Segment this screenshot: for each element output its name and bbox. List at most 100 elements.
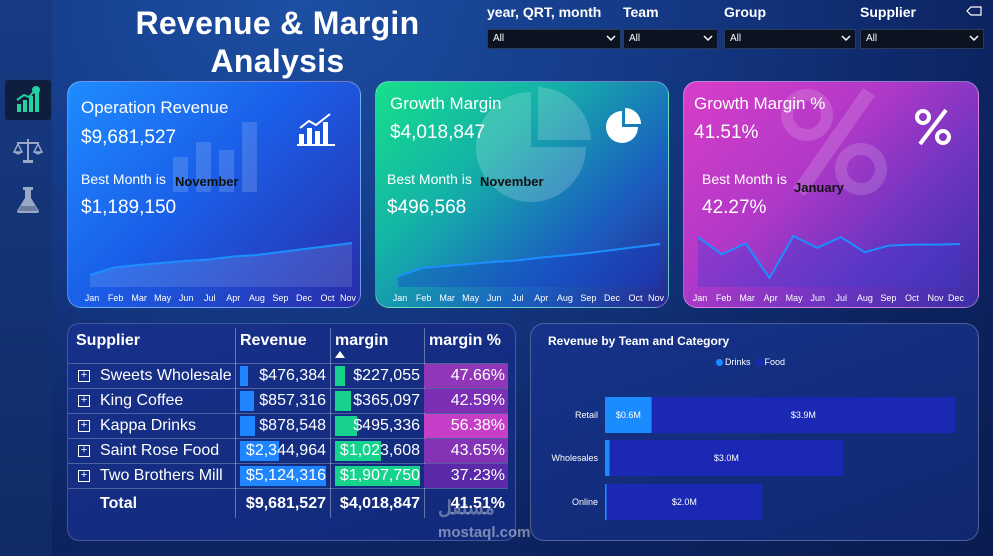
table-row[interactable]: + Saint Rose Food $2,344,964 $1,023,608 … xyxy=(68,438,515,464)
month-label: Aug xyxy=(556,293,573,303)
filter-team-label: Team xyxy=(623,4,659,20)
filter-group-select[interactable]: All xyxy=(724,29,856,49)
expand-icon[interactable]: + xyxy=(78,395,90,407)
sort-desc-icon[interactable] xyxy=(335,351,345,358)
bar-food[interactable] xyxy=(609,440,843,476)
bar-value-label: $3.0M xyxy=(714,453,739,463)
month-label: Jun xyxy=(178,293,194,303)
column-divider xyxy=(330,328,331,518)
margin-bar xyxy=(335,466,420,486)
bar-drinks[interactable] xyxy=(605,484,607,520)
filter-team-select[interactable]: All xyxy=(623,29,718,49)
total-revenue: $9,681,527 xyxy=(245,495,326,512)
month-label: Sep xyxy=(880,293,897,303)
header-supplier[interactable]: Supplier xyxy=(76,332,141,349)
supplier-name: Kappa Drinks xyxy=(100,417,197,434)
table-row[interactable]: + Kappa Drinks $878,548 $495,336 56.38% xyxy=(68,413,515,439)
month-label: Apr xyxy=(226,293,241,303)
legend-dot-drinks xyxy=(716,359,723,367)
table-row[interactable]: + Sweets Wholesale $476,384 $227,055 47.… xyxy=(68,363,515,389)
nav-flask[interactable] xyxy=(5,180,51,220)
header-revenue[interactable]: Revenue xyxy=(240,332,307,349)
kpi-card-growth-margin[interactable]: Growth Margin $4,018,847 Best Month is N… xyxy=(375,81,669,308)
margin-value: $495,336 xyxy=(353,417,420,434)
filter-group: Group All xyxy=(724,4,856,49)
month-label: Jul xyxy=(835,293,848,303)
margin-bar xyxy=(335,391,352,411)
revenue-bar xyxy=(240,466,326,486)
best-month-value: $1,189,150 xyxy=(81,197,177,218)
month-label: Sep xyxy=(272,293,289,303)
filter-supplier: Supplier All xyxy=(860,4,984,49)
kpi-card-growth-margin-pct[interactable]: Growth Margin % 41.51% Best Month is Jan… xyxy=(683,81,979,308)
month-label: Oct xyxy=(904,293,920,303)
header-margin[interactable]: margin xyxy=(335,332,389,349)
nav-chart-up[interactable] xyxy=(5,80,51,120)
pie-icon xyxy=(606,108,641,143)
filter-supplier-value: All xyxy=(866,33,878,44)
best-month-value: $496,568 xyxy=(387,197,467,218)
margin-bar xyxy=(335,416,358,436)
revenue-value: $857,316 xyxy=(259,392,326,409)
filter-team: Team All xyxy=(623,4,718,49)
best-month-prefix: Best Month is xyxy=(702,171,787,187)
margin-pct-value: 37.23% xyxy=(424,464,508,488)
filter-supplier-select[interactable]: All xyxy=(860,29,984,49)
filter-group-value: All xyxy=(730,33,742,44)
month-label: Mar xyxy=(739,293,755,303)
sidebar xyxy=(0,0,52,556)
filter-date-label: year, QRT, month xyxy=(487,4,602,20)
expand-icon[interactable]: + xyxy=(78,470,90,482)
month-label: Apr xyxy=(534,293,549,303)
supplier-name: Sweets Wholesale xyxy=(100,367,232,384)
eraser-icon[interactable] xyxy=(966,5,982,17)
margin-value: $365,097 xyxy=(353,392,420,409)
month-label: May xyxy=(785,293,803,303)
bar-food[interactable] xyxy=(651,397,955,433)
bar-drinks[interactable] xyxy=(605,440,610,476)
sparkline-area xyxy=(90,243,352,287)
row-divider xyxy=(68,388,508,389)
expand-icon[interactable]: + xyxy=(78,445,90,457)
expand-icon[interactable]: + xyxy=(78,420,90,432)
header-margin-pct[interactable]: margin % xyxy=(429,332,502,349)
bar-drinks[interactable] xyxy=(605,397,652,433)
card-value: $9,681,527 xyxy=(81,127,177,148)
month-label: Mar xyxy=(131,293,147,303)
table-row[interactable]: + Two Brothers Mill $5,124,316 $1,907,75… xyxy=(68,463,515,489)
supplier-table: Supplier Revenue margin margin % + Sweet… xyxy=(67,323,516,541)
category-label: Retail xyxy=(575,410,598,420)
sparkline-line xyxy=(698,234,960,280)
revenue-bar xyxy=(240,391,255,411)
month-label: Jun xyxy=(486,293,502,303)
table-row[interactable]: + King Coffee $857,316 $365,097 42.59% xyxy=(68,388,515,414)
chevron-down-icon xyxy=(606,35,616,42)
month-label: Nov xyxy=(339,293,357,303)
month-label: May xyxy=(154,293,172,303)
bar-food[interactable] xyxy=(606,484,763,520)
supplier-name: King Coffee xyxy=(100,392,184,409)
month-label: Feb xyxy=(107,293,124,303)
month-label: Nov xyxy=(927,293,944,303)
filter-date-select[interactable]: All xyxy=(487,29,621,49)
month-label: Mar xyxy=(439,293,455,303)
margin-value: $227,055 xyxy=(353,367,420,384)
revenue-value: $476,384 xyxy=(259,367,326,384)
expand-icon[interactable]: + xyxy=(78,370,90,382)
revenue-value: $878,548 xyxy=(259,417,326,434)
kpi-card-revenue[interactable]: Operation Revenue $9,681,527 Best Month … xyxy=(67,81,361,308)
revenue-bar xyxy=(240,416,255,436)
card-value: 41.51% xyxy=(694,122,759,143)
filter-date-value: All xyxy=(493,33,505,44)
total-margin: $4,018,847 xyxy=(339,495,420,512)
month-label: Apr xyxy=(763,293,778,303)
category-label: Online xyxy=(572,497,598,507)
month-label: Feb xyxy=(415,293,432,303)
best-month-name: November xyxy=(480,174,544,189)
total-label: Total xyxy=(100,495,138,512)
legend-food: Food xyxy=(764,357,786,367)
nav-scales[interactable] xyxy=(5,130,51,170)
sparkline-line xyxy=(398,243,660,278)
best-month-name: January xyxy=(794,180,844,195)
margin-pct-value: 56.38% xyxy=(424,414,508,438)
